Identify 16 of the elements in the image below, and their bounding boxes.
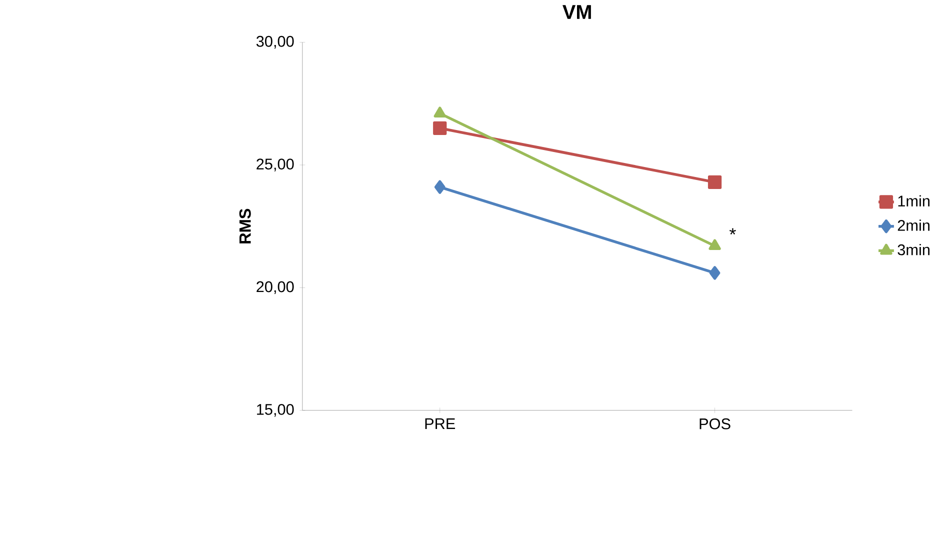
- y-tick-label: 25,00: [256, 158, 294, 172]
- annotation: *: [729, 228, 736, 234]
- point: [433, 121, 447, 135]
- y-tick-label: 15,00: [257, 404, 294, 417]
- x-tick-label: POS: [700, 418, 730, 430]
- point: [434, 180, 446, 194]
- point: [708, 175, 722, 189]
- x-tick-label: PRE: [425, 418, 456, 429]
- legend-label: 2min: [898, 219, 930, 231]
- chart-title: VM: [562, 4, 591, 19]
- y-tick-label: 30,00: [256, 36, 294, 48]
- legend-label: 3min: [898, 244, 930, 256]
- y-axis-title: RMS: [239, 208, 251, 244]
- point: [709, 266, 720, 280]
- legend-label: 1min: [898, 195, 930, 206]
- y-tick-label: 20,00: [256, 281, 294, 294]
